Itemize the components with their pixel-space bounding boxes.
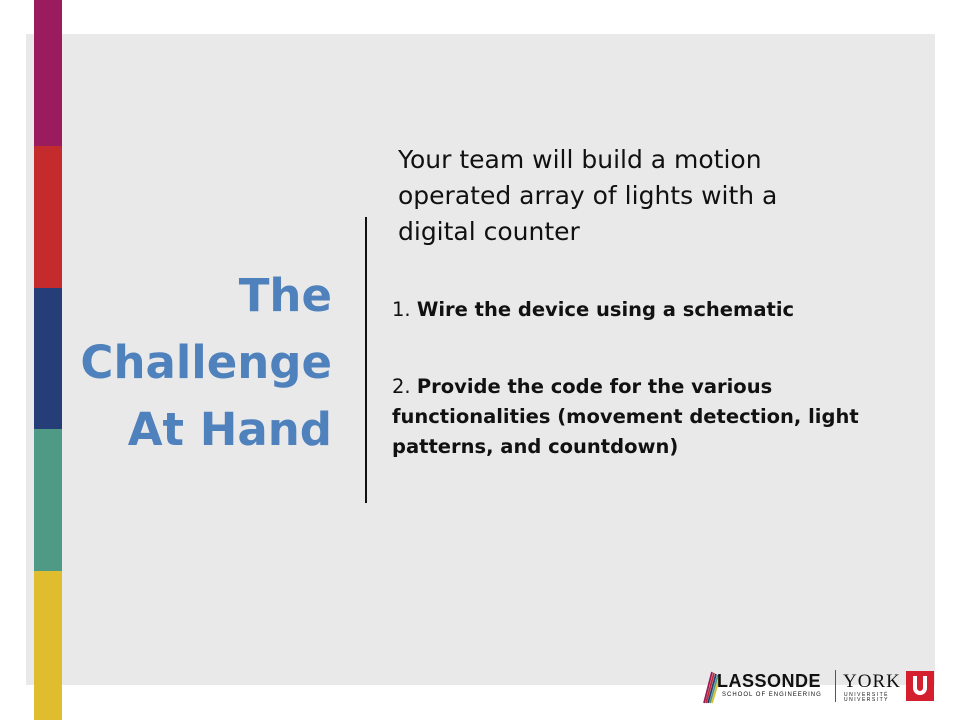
title-line-2: Challenge	[80, 336, 332, 389]
lassonde-subtitle: SCHOOL OF ENGINEERING	[722, 692, 822, 698]
title-line-3: At Hand	[127, 403, 332, 456]
york-subtitle-line-2: UNIVERSITY	[844, 697, 890, 703]
list-item-2: 2. Provide the code for the various func…	[392, 372, 912, 462]
lassonde-mark-icon	[703, 671, 720, 704]
list-item-1: 1. Wire the device using a schematic	[392, 295, 912, 325]
stripe-magenta	[34, 0, 62, 146]
intro-text: Your team will build a motion operated a…	[398, 145, 778, 246]
york-name: YORK	[843, 671, 901, 692]
slide-panel	[26, 34, 935, 685]
title-line-1: The	[238, 269, 332, 322]
york-subtitle: UNIVERSITÉ UNIVERSITY	[844, 693, 889, 703]
stripe-red	[34, 146, 62, 288]
stripe-yellow	[34, 571, 62, 720]
stripe-navy	[34, 288, 62, 429]
item-text: Provide the code for the various functio…	[392, 375, 859, 458]
lassonde-name: LASSONDE	[717, 671, 822, 691]
stripe-teal	[34, 429, 62, 571]
logo-separator	[835, 670, 836, 702]
york-subtitle-line-1: UNIVERSITÉ	[844, 692, 890, 698]
york-u-icon	[906, 671, 934, 701]
footer-logo: LASSONDE SCHOOL OF ENGINEERING YORK UNIV…	[700, 668, 936, 704]
slide-title: The Challenge At Hand	[70, 262, 332, 463]
vertical-divider	[365, 217, 367, 503]
item-number: 1.	[392, 298, 411, 321]
item-number: 2.	[392, 375, 411, 398]
item-text: Wire the device using a schematic	[416, 298, 795, 321]
